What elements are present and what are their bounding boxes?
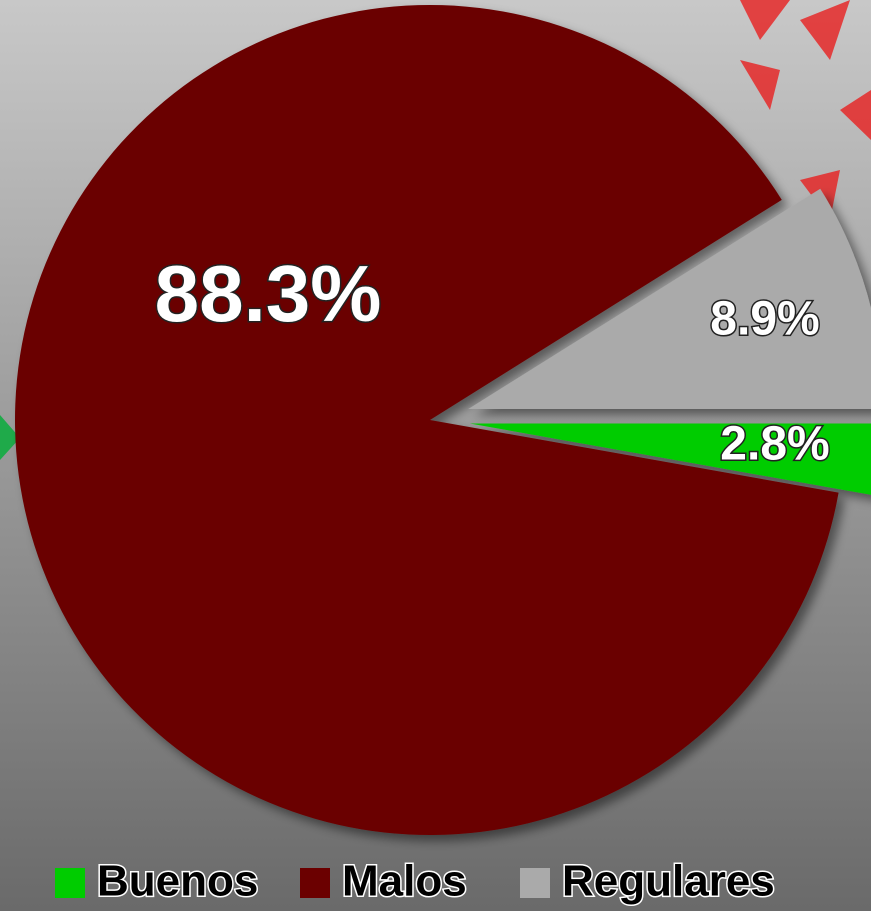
pie (14, 4, 871, 835)
decoration (0, 415, 20, 460)
legend: Buenos Malos Regulares (55, 855, 776, 907)
labels: 2.8% 88.3% 8.9% (153, 248, 831, 473)
pie-slice (14, 4, 839, 835)
legend-swatch (55, 868, 85, 898)
legend-label: Buenos (97, 857, 258, 906)
pie-slice (469, 423, 871, 495)
legend-swatch (520, 868, 550, 898)
data-label: 2.8% (720, 418, 829, 471)
data-label: 88.3% (155, 249, 382, 338)
data-label: 8.9% (710, 293, 819, 346)
pie-slice (468, 188, 871, 409)
legend-label: Malos (342, 857, 467, 906)
legend-label: Regulares (562, 857, 775, 906)
legend-swatch (300, 868, 330, 898)
